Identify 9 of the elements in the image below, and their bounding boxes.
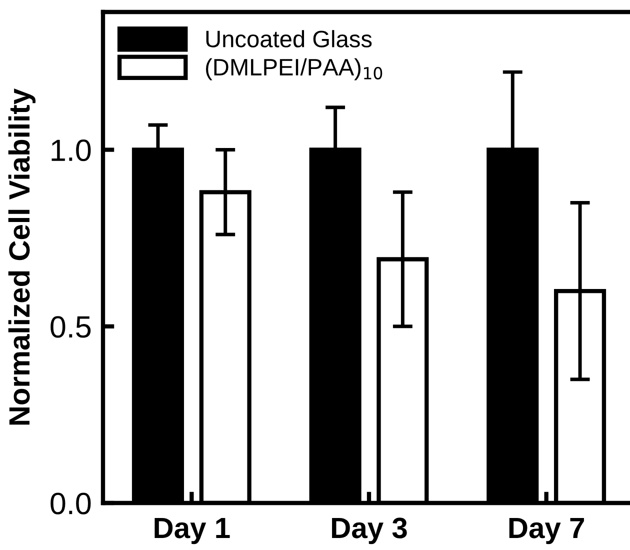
legend-label: (DMLPEI/PAA)$_{10}$ [206, 58, 382, 80]
x-tick-label: Day 7 [509, 518, 584, 544]
legend-label: Uncoated Glass [206, 30, 372, 48]
y-tick-label: 0.0 [50, 492, 91, 514]
x-tick-label: Day 3 [332, 518, 407, 544]
x-tick-label: Day 1 [154, 518, 230, 544]
y-tick-label: 0.5 [50, 316, 91, 338]
y-tick-label: 1.0 [52, 140, 91, 162]
y-axis-title: Normalized Cell Viability [8, 88, 36, 425]
